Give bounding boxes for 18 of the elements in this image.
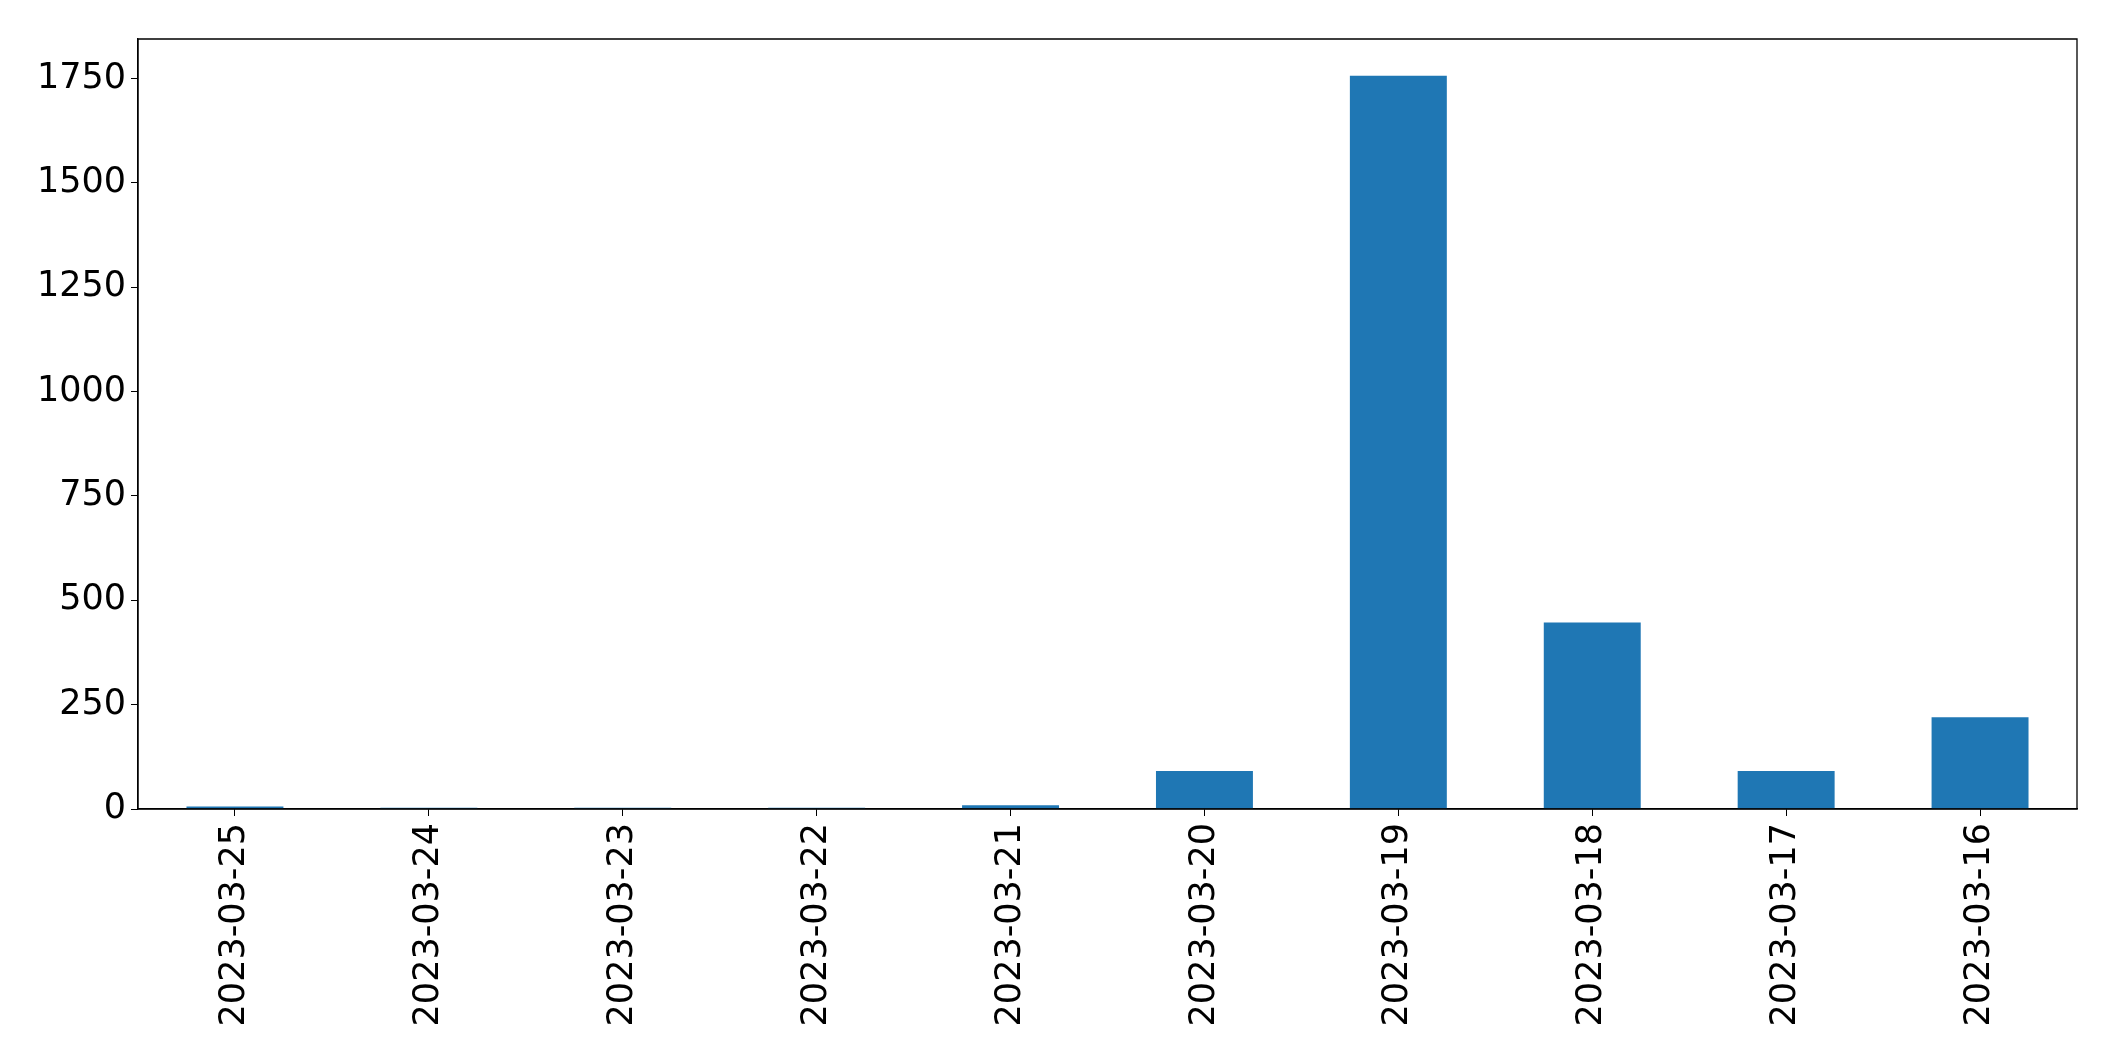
x-tick-label: 2023-03-22	[793, 823, 834, 1027]
y-tick-label: 1750	[36, 55, 126, 96]
x-tick-label: 2023-03-16	[1957, 823, 1998, 1027]
y-tick-label: 1250	[36, 264, 126, 305]
y-tick-label: 1000	[36, 368, 126, 409]
y-tick-label: 250	[59, 681, 126, 722]
x-tick-label: 2023-03-18	[1569, 823, 1610, 1027]
y-tick-label: 0	[103, 786, 126, 827]
x-tick-label: 2023-03-17	[1763, 823, 1804, 1027]
y-tick-label: 500	[59, 577, 126, 618]
y-tick-label: 750	[59, 473, 126, 514]
y-tick-label: 1500	[36, 160, 126, 201]
x-tick-label: 2023-03-24	[405, 823, 446, 1027]
x-tick-label: 2023-03-21	[987, 823, 1028, 1027]
x-tick-label: 2023-03-23	[599, 823, 640, 1027]
x-tick-label: 2023-03-20	[1181, 823, 1222, 1027]
x-tick-label: 2023-03-25	[212, 823, 253, 1027]
x-tick-label: 2023-03-19	[1375, 823, 1416, 1027]
